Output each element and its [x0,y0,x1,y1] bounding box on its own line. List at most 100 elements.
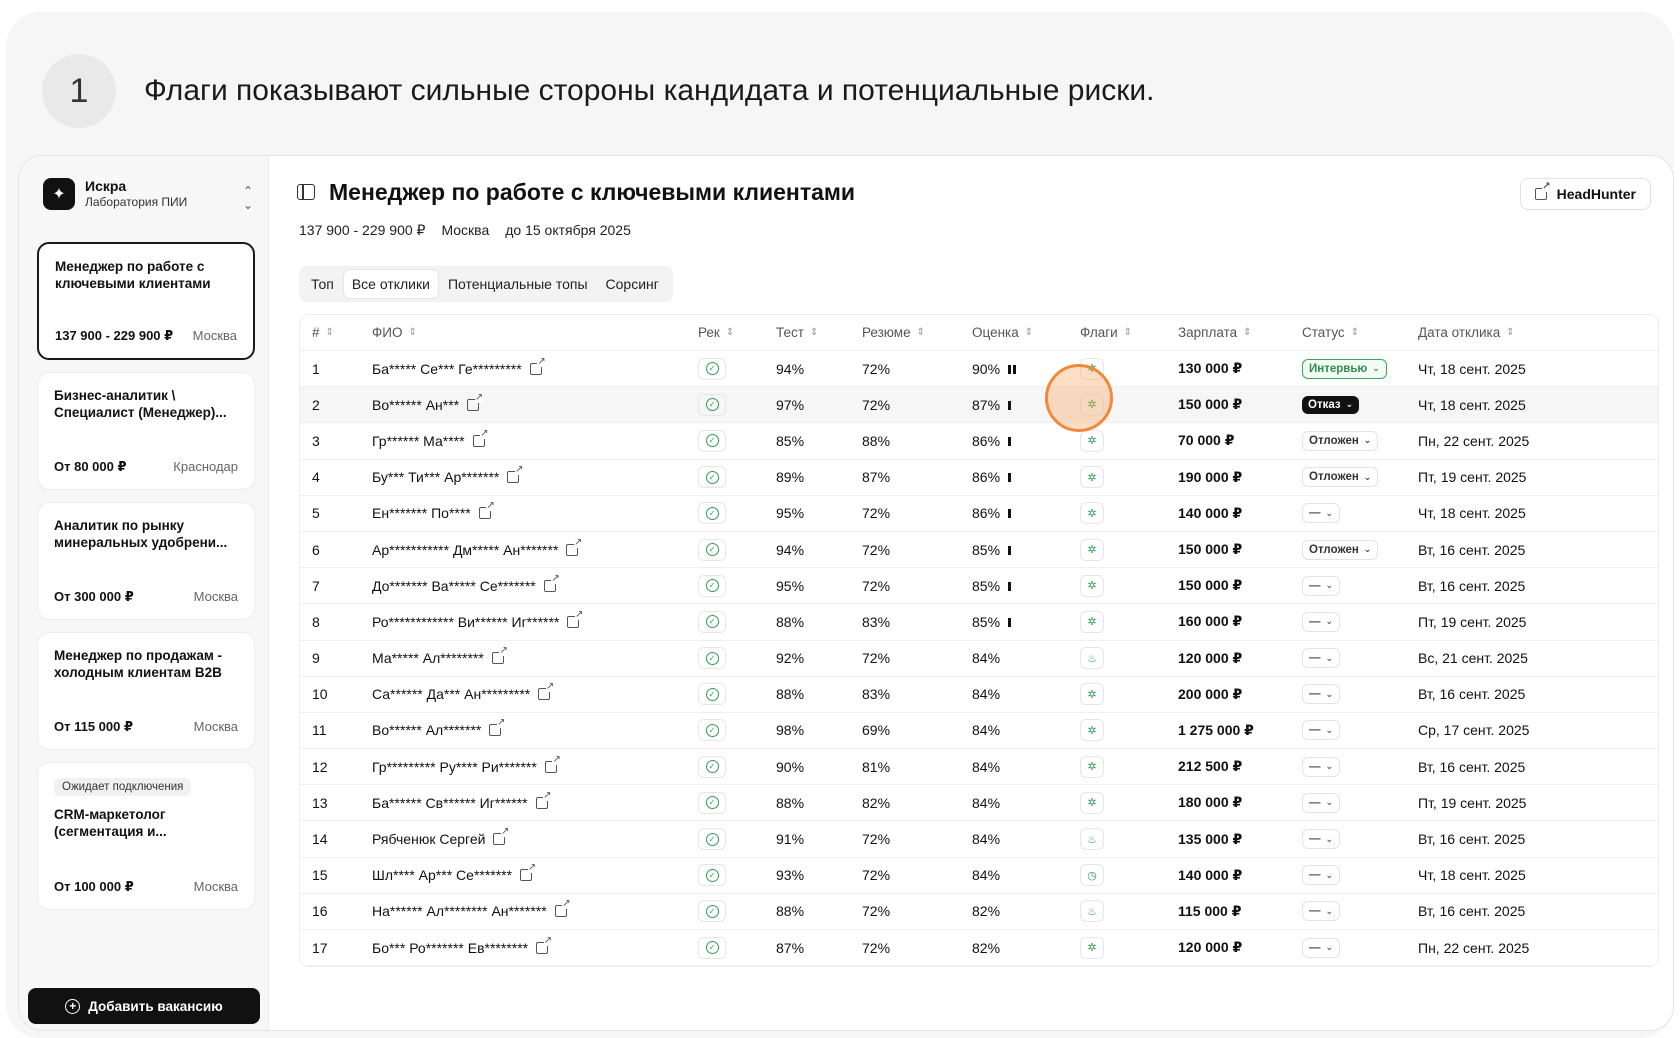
status-dropdown[interactable]: — ⌄ [1302,937,1341,958]
candidate-name[interactable]: Ба****** Св****** Иг****** [372,794,528,811]
vacancy-card[interactable]: Ожидает подключения CRM-маркетолог (сегм… [37,762,255,910]
vacancy-card[interactable]: Бизнес-аналитик \ Специалист (Менеджер).… [37,372,255,490]
table-row[interactable]: 9 Ма***** Ал******** ✓ 92% 72% 84% ♨ 120 000 ₽ —… [300,641,1658,677]
status-dropdown[interactable]: Отложен ⌄ [1302,467,1379,488]
candidate-name[interactable]: Ба***** Се*** Ге********* [372,360,522,377]
candidate-name[interactable]: Бо*** Ро******* Ев******** [372,939,529,956]
table-row[interactable]: 16 На****** Ал******** Ан******* ✓ 88% 72% 82… [300,894,1658,930]
status-dropdown[interactable]: — ⌄ [1302,648,1341,669]
tab-item[interactable]: Топ [311,276,334,292]
candidate-name[interactable]: Бу*** Ти*** Ар******* [372,469,500,486]
status-dropdown[interactable]: — ⌄ [1302,720,1341,741]
external-link-icon[interactable] [535,790,552,809]
candidate-name[interactable]: До******* Ва***** Се******* [372,577,536,594]
flag-icon[interactable]: ✲ [1080,936,1104,959]
status-dropdown[interactable]: Отложен ⌄ [1302,430,1379,451]
external-link-icon[interactable] [520,863,537,882]
vacancy-card[interactable]: Менеджер по работе с ключевыми клиентами… [37,242,255,360]
status-dropdown[interactable]: — ⌄ [1302,684,1341,705]
status-dropdown[interactable]: — ⌄ [1302,865,1341,886]
table-row[interactable]: 11 Во****** Ал******* ✓ 98% 69% 84% ✲ 1 275 000… [300,713,1658,750]
candidate-name[interactable]: Ен******* По**** [372,505,471,522]
candidate-name[interactable]: Во****** Ал******* [372,722,482,739]
header-col-date[interactable]: Дата отклика ⇕ [1418,325,1515,340]
sort-icon[interactable]: ⇕ [1024,327,1034,338]
external-link-icon[interactable] [554,899,571,918]
status-dropdown[interactable]: — ⌄ [1302,829,1341,850]
candidate-name[interactable]: Гр****** Ма**** [372,432,465,449]
table-row[interactable]: 3 Гр****** Ма**** ✓ 85% 88% 86% ✲ 70 000 ₽ Отлож… [300,423,1658,460]
flag-icon[interactable]: ✲ [1080,610,1104,633]
external-link-icon[interactable] [507,465,524,484]
sort-icon[interactable]: ⇕ [325,327,334,338]
sort-icon[interactable]: ⇕ [1123,327,1133,338]
flag-icon[interactable]: ✲ [1080,574,1104,597]
table-row[interactable]: 4 Бу*** Ти*** Ар******* ✓ 89% 87% 86% ✲ 190 000… [300,460,1658,496]
external-link-icon[interactable] [567,609,584,628]
status-dropdown[interactable]: Интервью ⌄ [1302,358,1387,379]
external-link-icon[interactable] [543,573,560,592]
header-col-number[interactable]: # ⇕ [312,325,334,340]
flag-icon[interactable]: ✲ [1080,429,1104,452]
candidate-name[interactable]: Ма***** Ал******** [372,650,484,667]
status-dropdown[interactable]: Отложен ⌄ [1302,539,1379,560]
sort-icon[interactable]: ⇕ [408,327,417,338]
status-dropdown[interactable]: Отказ ⌄ [1302,395,1360,414]
vacancy-card[interactable]: Менеджер по продажам - холодным клиентам… [37,632,255,750]
flag-icon[interactable]: ♨ [1080,900,1104,923]
sort-icon[interactable]: ⇕ [916,327,925,338]
candidate-name[interactable]: Ар*********** Дм***** Ан******* [372,541,559,558]
external-link-icon[interactable] [478,501,495,520]
table-row[interactable]: 5Ен******* По****✓95%72%86%✲140 000 ₽—⌄Ч… [300,496,1658,532]
sidebar-toggle-icon[interactable] [297,184,315,200]
table-row[interactable]: 12 Гр********* Ру**** Ри******* ✓ 90% 81% 84%… [300,749,1658,786]
candidate-name[interactable]: Са****** Да*** Ан********* [372,686,531,703]
header-col-test[interactable]: Тест ⇕ [776,325,818,340]
flag-icon[interactable]: ✲ [1080,393,1104,416]
header-col-flags[interactable]: Флаги ⇕ [1080,325,1132,340]
table-row[interactable]: 15 Шл**** Ар*** Се******* ✓ 93% 72% 84% ◷ 140 0… [300,858,1658,894]
header-col-salary[interactable]: Зарплата ⇕ [1178,325,1252,340]
external-link-icon[interactable] [529,356,546,375]
candidate-name[interactable]: Гр********* Ру**** Ри******* [372,758,537,775]
tab-item[interactable]: Все отклики [343,270,438,298]
flag-icon[interactable]: ✲ [1080,755,1104,778]
sort-icon[interactable]: ⇕ [1506,327,1515,338]
flag-icon[interactable]: ✲ [1080,538,1104,561]
table-row[interactable]: 2 Во****** Ан*** ✓ 97% 72% 87% ✲ 150 000 ₽ Отказ… [300,387,1658,424]
candidate-name[interactable]: Рябченюк Сергей [372,831,486,848]
flag-icon[interactable]: ✲ [1080,683,1104,706]
sort-icon[interactable]: ⇕ [809,327,819,338]
header-col-score[interactable]: Оценка ⇕ [972,325,1033,340]
header-col-status[interactable]: Статус ⇕ [1302,325,1359,340]
status-dropdown[interactable]: — ⌄ [1302,901,1341,922]
vacancy-card[interactable]: Аналитик по рынку минеральных удобрени..… [37,502,255,620]
status-dropdown[interactable]: — ⌄ [1302,611,1341,632]
table-row[interactable]: 13 Ба****** Св****** Иг****** ✓ 88% 82% 84% ✲ 1… [300,785,1658,822]
external-link-icon[interactable] [544,754,561,773]
table-row[interactable]: 6 Ар*********** Дм***** Ан******* ✓ 94% 72% 8… [300,532,1658,569]
external-link-icon[interactable] [493,827,510,846]
tab-item[interactable]: Сорсинг [605,276,659,292]
header-col-resume[interactable]: Резюме ⇕ [862,325,925,340]
add-vacancy-button[interactable]: + Добавить вакансию [28,988,260,1024]
org-switcher[interactable]: ✦ Искра Лаборатория ПИИ ⌃ ⌄ [43,178,253,212]
candidate-name[interactable]: Во****** Ан*** [372,396,460,413]
flag-icon[interactable]: ✲ [1080,502,1104,525]
external-link-icon[interactable] [536,935,553,954]
table-row[interactable]: 7 До******* Ва***** Се******* ✓ 95% 72% 85% ✲ 1… [300,568,1658,605]
external-link-icon[interactable] [566,537,583,556]
table-row[interactable]: 10 Са****** Да*** Ан********* ✓ 88% 83% 84% ✲ 2… [300,677,1658,713]
candidate-name[interactable]: Шл**** Ар*** Се******* [372,867,513,884]
flag-icon[interactable]: ✲ [1080,719,1104,742]
table-row[interactable]: 17 Бо*** Ро******* Ев******** ✓ 87% 72% 82% ✲ 1… [300,930,1658,967]
flag-icon[interactable]: ♨ [1080,647,1104,670]
candidate-name[interactable]: Ро************ Ви****** Иг****** [372,613,560,630]
header-col-name[interactable]: ФИО ⇕ [372,325,417,340]
sort-icon[interactable]: ⇕ [725,327,735,338]
status-dropdown[interactable]: — ⌄ [1302,756,1341,777]
flag-icon[interactable]: ✲ [1080,466,1104,489]
table-row[interactable]: 8 Ро************ Ви****** Иг****** ✓ 88% 83%… [300,604,1658,641]
sort-icon[interactable]: ⇕ [1243,327,1252,338]
